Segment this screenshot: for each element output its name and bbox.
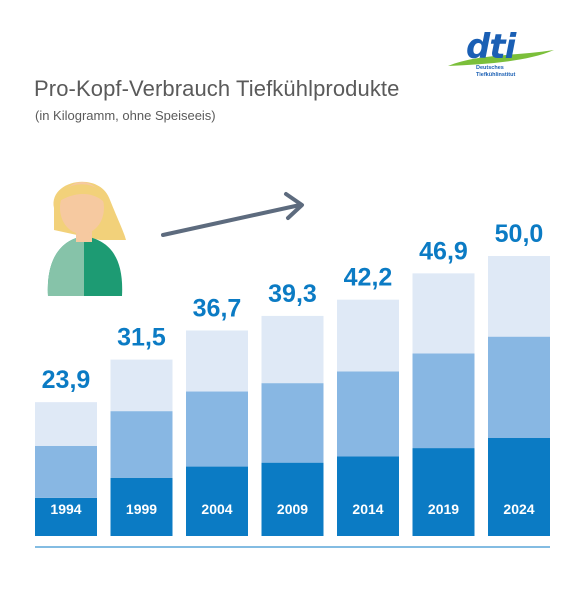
bar-segment-1999-3 [110,359,173,412]
bar-segment-2014-2 [337,371,399,457]
logo-swoosh-icon [448,50,554,66]
bar-segment-2004-1 [186,466,248,536]
logo-line-2: Tiefkühlinstitut [476,72,516,78]
bar-segment-2024-1 [488,438,550,536]
category-label-2004: 2004 [201,501,232,517]
value-label-2004: 36,7 [193,294,242,322]
trend-arrow-icon [161,192,304,237]
value-label-2019: 46,9 [419,237,468,265]
category-label-1994: 1994 [50,501,81,517]
person-avatar-icon [47,181,127,296]
chart-subtitle: (in Kilogramm, ohne Speiseeis) [35,108,216,123]
value-label-2024: 50,0 [495,220,544,248]
bar-segment-1994-3 [35,402,97,446]
category-label-2009: 2009 [277,501,308,517]
bar-segment-1994-1 [35,497,97,536]
bar-segment-2014-1 [337,456,399,536]
bar-segment-2019-2 [412,353,475,449]
bar-segment-2019-3 [412,273,475,354]
category-label-1999: 1999 [126,501,157,517]
bar-segment-2004-3 [186,330,248,392]
category-label-2014: 2014 [352,501,383,517]
bar-segment-1999-1 [110,477,173,536]
category-label-2024: 2024 [503,501,534,517]
value-label-2014: 42,2 [344,264,393,292]
bar-segment-1999-2 [110,411,173,478]
bar-segment-2009-2 [261,383,324,463]
bar-segment-2009-3 [261,315,324,384]
logo-line-1: Deutsches [476,65,504,71]
bar-segment-2024-3 [488,256,550,337]
value-label-1999: 31,5 [117,324,166,352]
bar-segment-2009-1 [261,462,324,536]
chart-title: Pro-Kopf-Verbrauch Tiefkühlprodukte [34,76,400,101]
value-label-1994: 23,9 [42,366,91,394]
bar-segment-2024-2 [488,336,550,438]
bar-segment-2014-3 [337,299,399,372]
bar-segment-1994-2 [35,445,97,498]
bar-segment-2004-2 [186,391,248,467]
bar-segment-2019-1 [412,448,475,536]
category-label-2019: 2019 [428,501,459,517]
logo-mark: dti [466,27,516,67]
value-label-2009: 39,3 [268,280,317,308]
dti-logo: dti Deutsches Tiefkühlinstitut [446,30,556,86]
